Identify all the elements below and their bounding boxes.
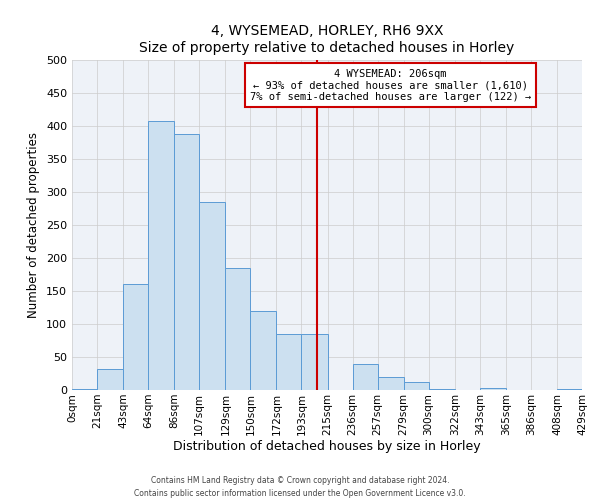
Bar: [72, 388, 97, 390]
Bar: [301, 334, 328, 390]
Bar: [404, 382, 428, 390]
Bar: [277, 334, 301, 390]
Title: 4, WYSEMEAD, HORLEY, RH6 9XX
Size of property relative to detached houses in Hor: 4, WYSEMEAD, HORLEY, RH6 9XX Size of pro…: [139, 24, 515, 54]
X-axis label: Distribution of detached houses by size in Horley: Distribution of detached houses by size …: [173, 440, 481, 454]
Bar: [199, 202, 226, 390]
Text: 4 WYSEMEAD: 206sqm
← 93% of detached houses are smaller (1,610)
7% of semi-detac: 4 WYSEMEAD: 206sqm ← 93% of detached hou…: [250, 68, 531, 102]
Bar: [97, 369, 123, 390]
Y-axis label: Number of detached properties: Number of detached properties: [28, 132, 40, 318]
Bar: [148, 120, 174, 390]
Bar: [174, 134, 199, 390]
Bar: [557, 388, 582, 390]
Text: Contains HM Land Registry data © Crown copyright and database right 2024.
Contai: Contains HM Land Registry data © Crown c…: [134, 476, 466, 498]
Bar: [226, 268, 250, 390]
Bar: [250, 311, 277, 390]
Bar: [353, 364, 377, 390]
Bar: [123, 284, 148, 390]
Bar: [428, 388, 455, 390]
Bar: [377, 377, 404, 390]
Bar: [480, 388, 506, 390]
